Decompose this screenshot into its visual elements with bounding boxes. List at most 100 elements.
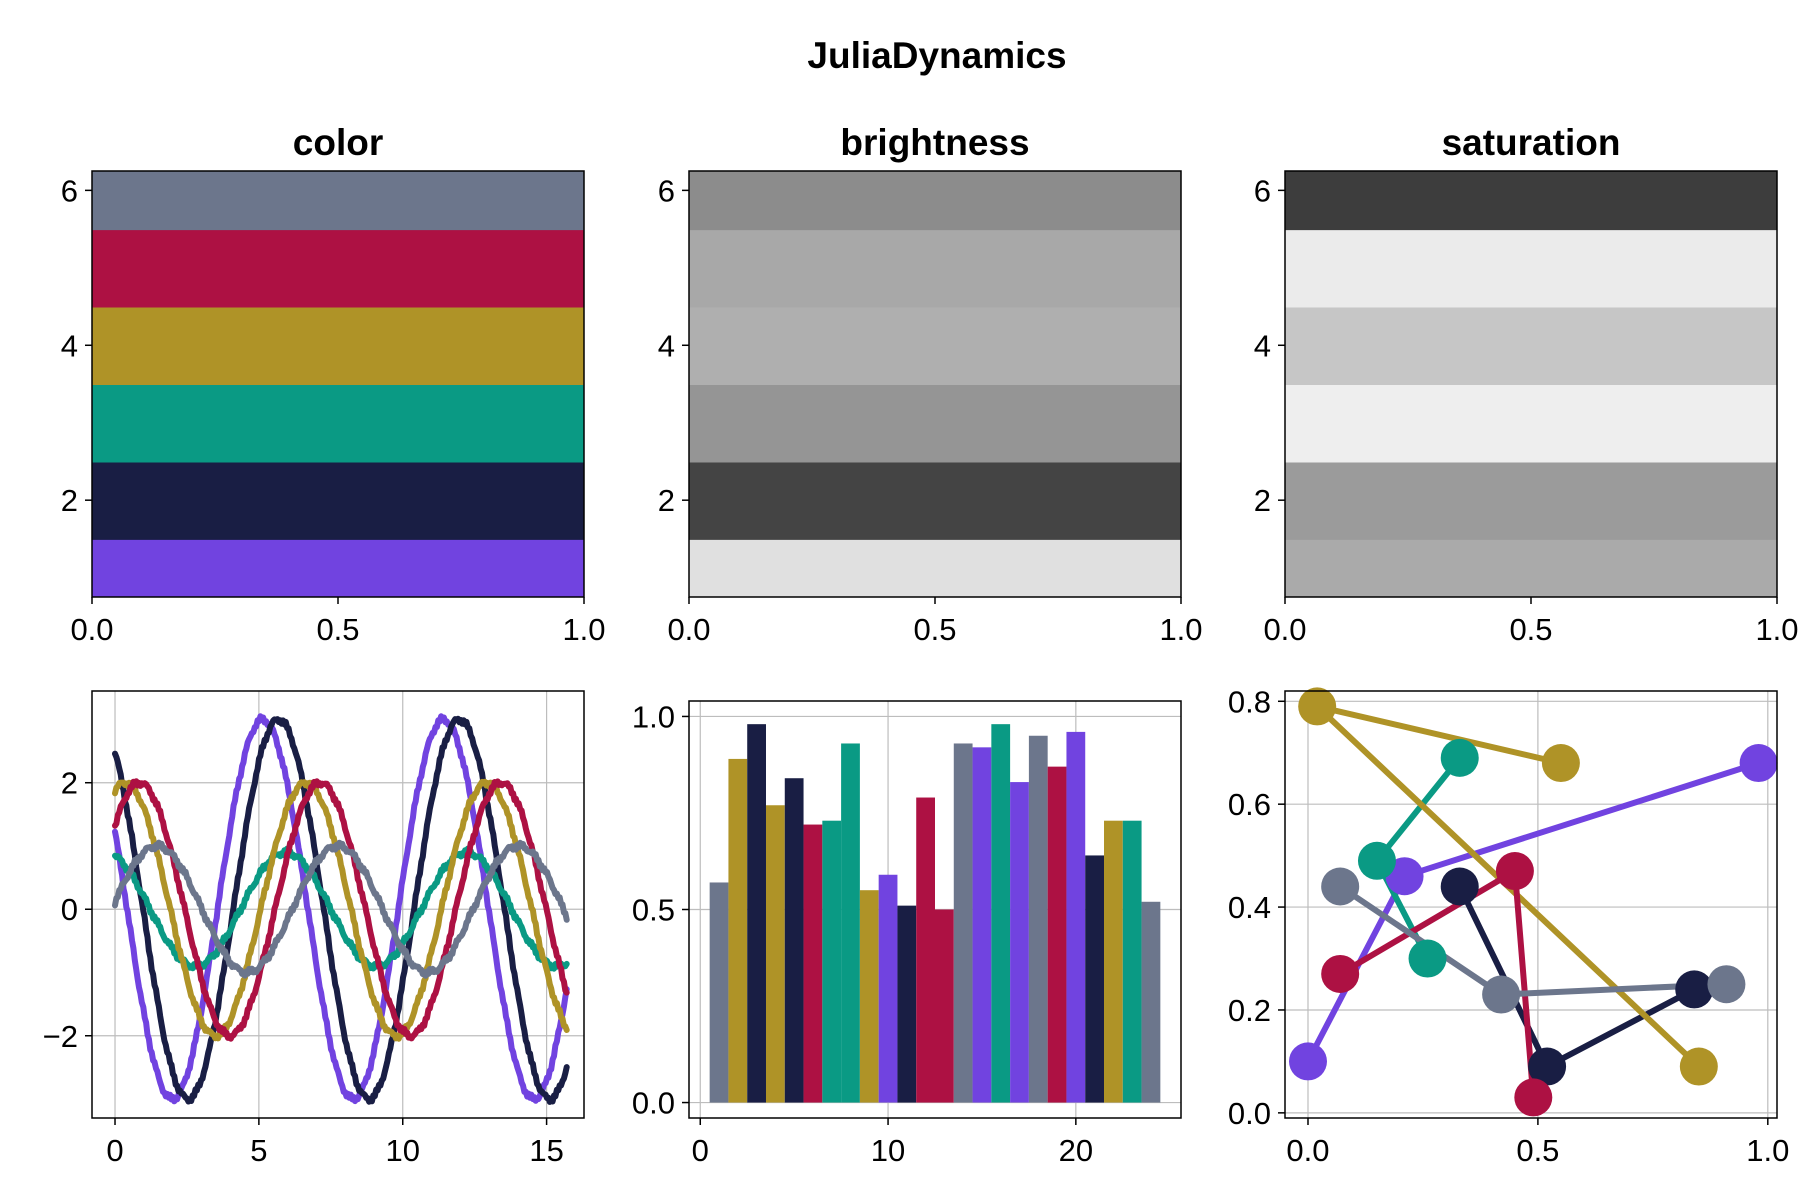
y-tick-label: 2 (61, 766, 78, 801)
y-tick-label: 4 (658, 328, 675, 363)
y-tick-label: 2 (61, 483, 78, 518)
band-y-3 (1285, 384, 1777, 463)
x-tick-label: 15 (529, 1133, 563, 1168)
subplot-4: 0 5 10 15 −2 0 2 (43, 690, 585, 1168)
x-tick-label: 0.0 (1286, 1133, 1329, 1168)
x-tick-label: 10 (871, 1133, 905, 1168)
scatter-point-2-2 (1528, 1047, 1567, 1086)
plot-area (709, 724, 1161, 1103)
bar-23 (1122, 820, 1142, 1103)
x-tick-label: 20 (1059, 1133, 1093, 1168)
subplot-title: brightness (840, 122, 1029, 163)
subplot-5: 0 10 20 0.0 0.5 1.0 (632, 699, 1182, 1168)
y-tick-label: 6 (1254, 173, 1271, 208)
subplot-6: 0.0 0.5 1.0 0.0 0.2 0.4 0.6 0.8 (1228, 684, 1789, 1168)
x-tick-label: 0.5 (913, 612, 956, 647)
band-y-1 (689, 538, 1181, 597)
bar-8 (841, 743, 860, 1103)
x-tick-label: 1.0 (1755, 612, 1798, 647)
figure-title: JuliaDynamics (807, 35, 1066, 76)
y-tick-label: 2 (1254, 483, 1271, 518)
line-series-6 (112, 839, 570, 979)
scatter-point-4-2 (1298, 687, 1337, 726)
subplot-title: saturation (1442, 122, 1621, 163)
subplot-grid: 0.0 0.5 1.0 2 4 6 color 0.0 0.5 1.0 2 4 6 brightness 0… (43, 122, 1799, 1168)
x-tick-label: 1.0 (562, 612, 605, 647)
band-y-5 (689, 229, 1181, 308)
y-tick-label: 6 (61, 173, 78, 208)
x-tick-label: 5 (250, 1133, 267, 1168)
scatter-point-3-3 (1408, 939, 1447, 978)
band-y-4 (689, 306, 1181, 385)
scatter-point-2-3 (1675, 970, 1714, 1009)
axis-frame (1284, 690, 1778, 1119)
scatter-point-3-1 (1440, 738, 1479, 777)
band-y-3 (92, 384, 584, 463)
band-y-1 (1285, 538, 1777, 597)
scatter-point-1-3 (1739, 744, 1778, 783)
bar-12 (916, 797, 935, 1103)
scatter-point-1-2 (1385, 857, 1424, 896)
bar-9 (859, 890, 879, 1103)
y-tick-label: 0.2 (1228, 993, 1271, 1028)
bar-2 (728, 758, 748, 1103)
band-y-6 (1285, 171, 1777, 231)
bar-22 (1104, 820, 1123, 1103)
bar-4 (765, 805, 785, 1103)
band-y-3 (689, 384, 1181, 463)
y-tick-label: 0.4 (1228, 890, 1271, 925)
plot-area (112, 713, 570, 1105)
bar-18 (1028, 735, 1048, 1103)
band-y-5 (92, 229, 584, 308)
band-y-2 (1285, 461, 1777, 540)
bar-24 (1141, 901, 1161, 1103)
y-tick-label: 6 (658, 173, 675, 208)
subplot-3: 0.0 0.5 1.0 2 4 6 saturation (1254, 122, 1799, 647)
plot-area (689, 171, 1181, 597)
band-y-2 (92, 461, 584, 540)
scatter-point-6-3 (1707, 965, 1746, 1004)
x-tick-label: 0 (106, 1133, 123, 1168)
y-tick-label: 4 (61, 328, 78, 363)
subplot-1: 0.0 0.5 1.0 2 4 6 color (61, 122, 606, 647)
subplot-title: color (293, 122, 383, 163)
band-y-2 (689, 461, 1181, 540)
line-series-2 (112, 715, 570, 1105)
bar-5 (784, 778, 804, 1103)
y-tick-label: 4 (1254, 328, 1271, 363)
bar-11 (897, 905, 917, 1103)
band-y-1 (92, 538, 584, 597)
scatter-point-3-2 (1357, 841, 1396, 880)
x-tick-label: 1.0 (1746, 1133, 1789, 1168)
band-y-6 (92, 171, 584, 231)
scatter-point-5-1 (1321, 954, 1360, 993)
scatter-point-1-1 (1288, 1042, 1327, 1081)
scatter-point-5-3 (1514, 1078, 1553, 1117)
band-y-4 (1285, 306, 1777, 385)
bar-6 (803, 824, 823, 1103)
band-y-5 (1285, 229, 1777, 308)
line-series-5 (112, 778, 570, 1042)
y-tick-label: 0.0 (632, 1086, 675, 1121)
scatter-point-6-1 (1321, 867, 1360, 906)
axis-frame (91, 690, 585, 1119)
band-y-4 (92, 306, 584, 385)
y-tick-label: 0.5 (632, 893, 675, 928)
scatter-line-2 (1457, 885, 1696, 1071)
scatter-point-4-3 (1679, 1047, 1718, 1086)
y-tick-label: 2 (658, 483, 675, 518)
bar-20 (1066, 731, 1086, 1103)
subplot-2: 0.0 0.5 1.0 2 4 6 brightness (658, 122, 1203, 647)
bar-3 (747, 724, 766, 1103)
bar-1 (709, 882, 729, 1103)
y-tick-label: 0.0 (1228, 1096, 1271, 1131)
x-tick-label: 0 (692, 1133, 709, 1168)
y-tick-label: 1.0 (632, 699, 675, 734)
x-tick-label: 0.0 (70, 612, 113, 647)
plot-area (92, 171, 584, 597)
scatter-point-5-2 (1495, 852, 1534, 891)
x-tick-label: 0.0 (1263, 612, 1306, 647)
bar-10 (878, 874, 898, 1103)
x-tick-label: 0.5 (1516, 1133, 1559, 1168)
